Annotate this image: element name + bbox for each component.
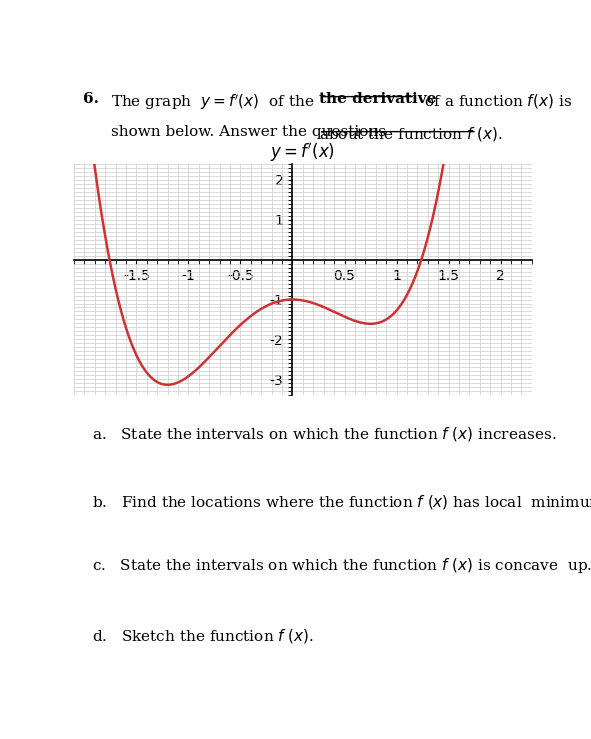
Text: b.   Find the locations where the function $f$ $(x)$ has local  minimum.: b. Find the locations where the function… [92,493,591,511]
Text: about the function $f$ $(x)$.: about the function $f$ $(x)$. [319,125,503,143]
Text: the derivative: the derivative [319,92,436,106]
Text: c.   State the intervals on which the function $f$ $(x)$ is concave  up.: c. State the intervals on which the func… [92,556,591,576]
Text: 6.: 6. [83,92,99,106]
Text: The graph  $y = f'(x)$  of the: The graph $y = f'(x)$ of the [111,92,320,112]
Text: shown below. Answer the questions: shown below. Answer the questions [111,125,391,139]
Title: $y = f'(x)$: $y = f'(x)$ [271,141,335,164]
Text: of a function $f(x)$ is: of a function $f(x)$ is [415,92,572,110]
Text: d.   Sketch the function $f$ $(x)$.: d. Sketch the function $f$ $(x)$. [92,627,314,645]
Text: a.   State the intervals on which the function $f$ $(x)$ increases.: a. State the intervals on which the func… [92,425,557,443]
